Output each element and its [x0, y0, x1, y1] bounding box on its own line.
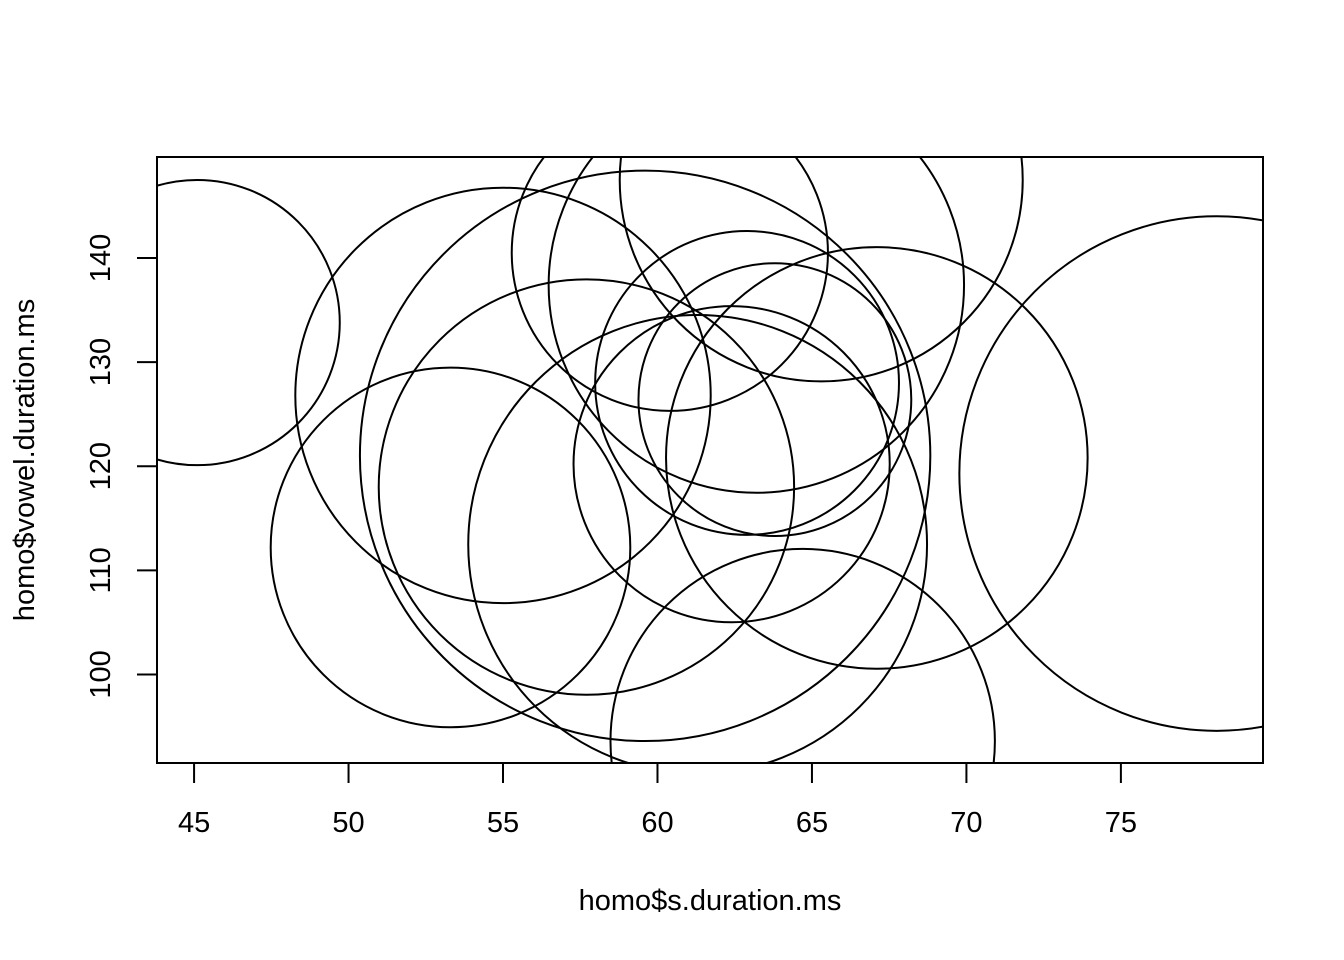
data-point-9 [572, 305, 891, 624]
data-point-11 [609, 547, 996, 763]
y-axis: 100 110 120 130 140 [85, 234, 158, 699]
x-tick-label-45: 45 [178, 807, 210, 839]
data-point-7 [467, 314, 928, 763]
data-point-5 [358, 169, 932, 743]
data-point-13 [665, 246, 1089, 670]
y-tick-label-120: 120 [85, 442, 117, 490]
data-point-2 [294, 186, 712, 605]
data-point-1 [157, 178, 341, 467]
x-tick-label-65: 65 [796, 807, 828, 839]
x-tick-label-55: 55 [487, 807, 519, 839]
y-tick-label-110: 110 [85, 547, 117, 593]
data-point-12 [594, 230, 900, 536]
plot-frame [156, 156, 1264, 764]
data-point-8 [618, 157, 1024, 383]
data-point-3 [269, 366, 632, 729]
x-axis-label: homo$s.duration.ms [579, 885, 842, 917]
data-point-14 [547, 157, 965, 494]
data-point-4 [377, 278, 796, 696]
y-tick-label-130: 130 [85, 338, 117, 386]
x-tick-label-50: 50 [332, 807, 364, 839]
data-point-15 [958, 215, 1263, 732]
data-point-10 [637, 262, 913, 538]
x-tick-label-60: 60 [641, 807, 673, 839]
x-axis: 45 50 55 60 65 70 75 [178, 762, 1137, 839]
data-points [157, 157, 1263, 763]
x-tick-label-75: 75 [1105, 807, 1137, 839]
y-axis-label: homo$vowel.duration.ms [9, 299, 41, 621]
y-tick-label-140: 140 [85, 234, 117, 282]
x-tick-label-70: 70 [950, 807, 982, 839]
y-tick-label-100: 100 [85, 650, 117, 698]
